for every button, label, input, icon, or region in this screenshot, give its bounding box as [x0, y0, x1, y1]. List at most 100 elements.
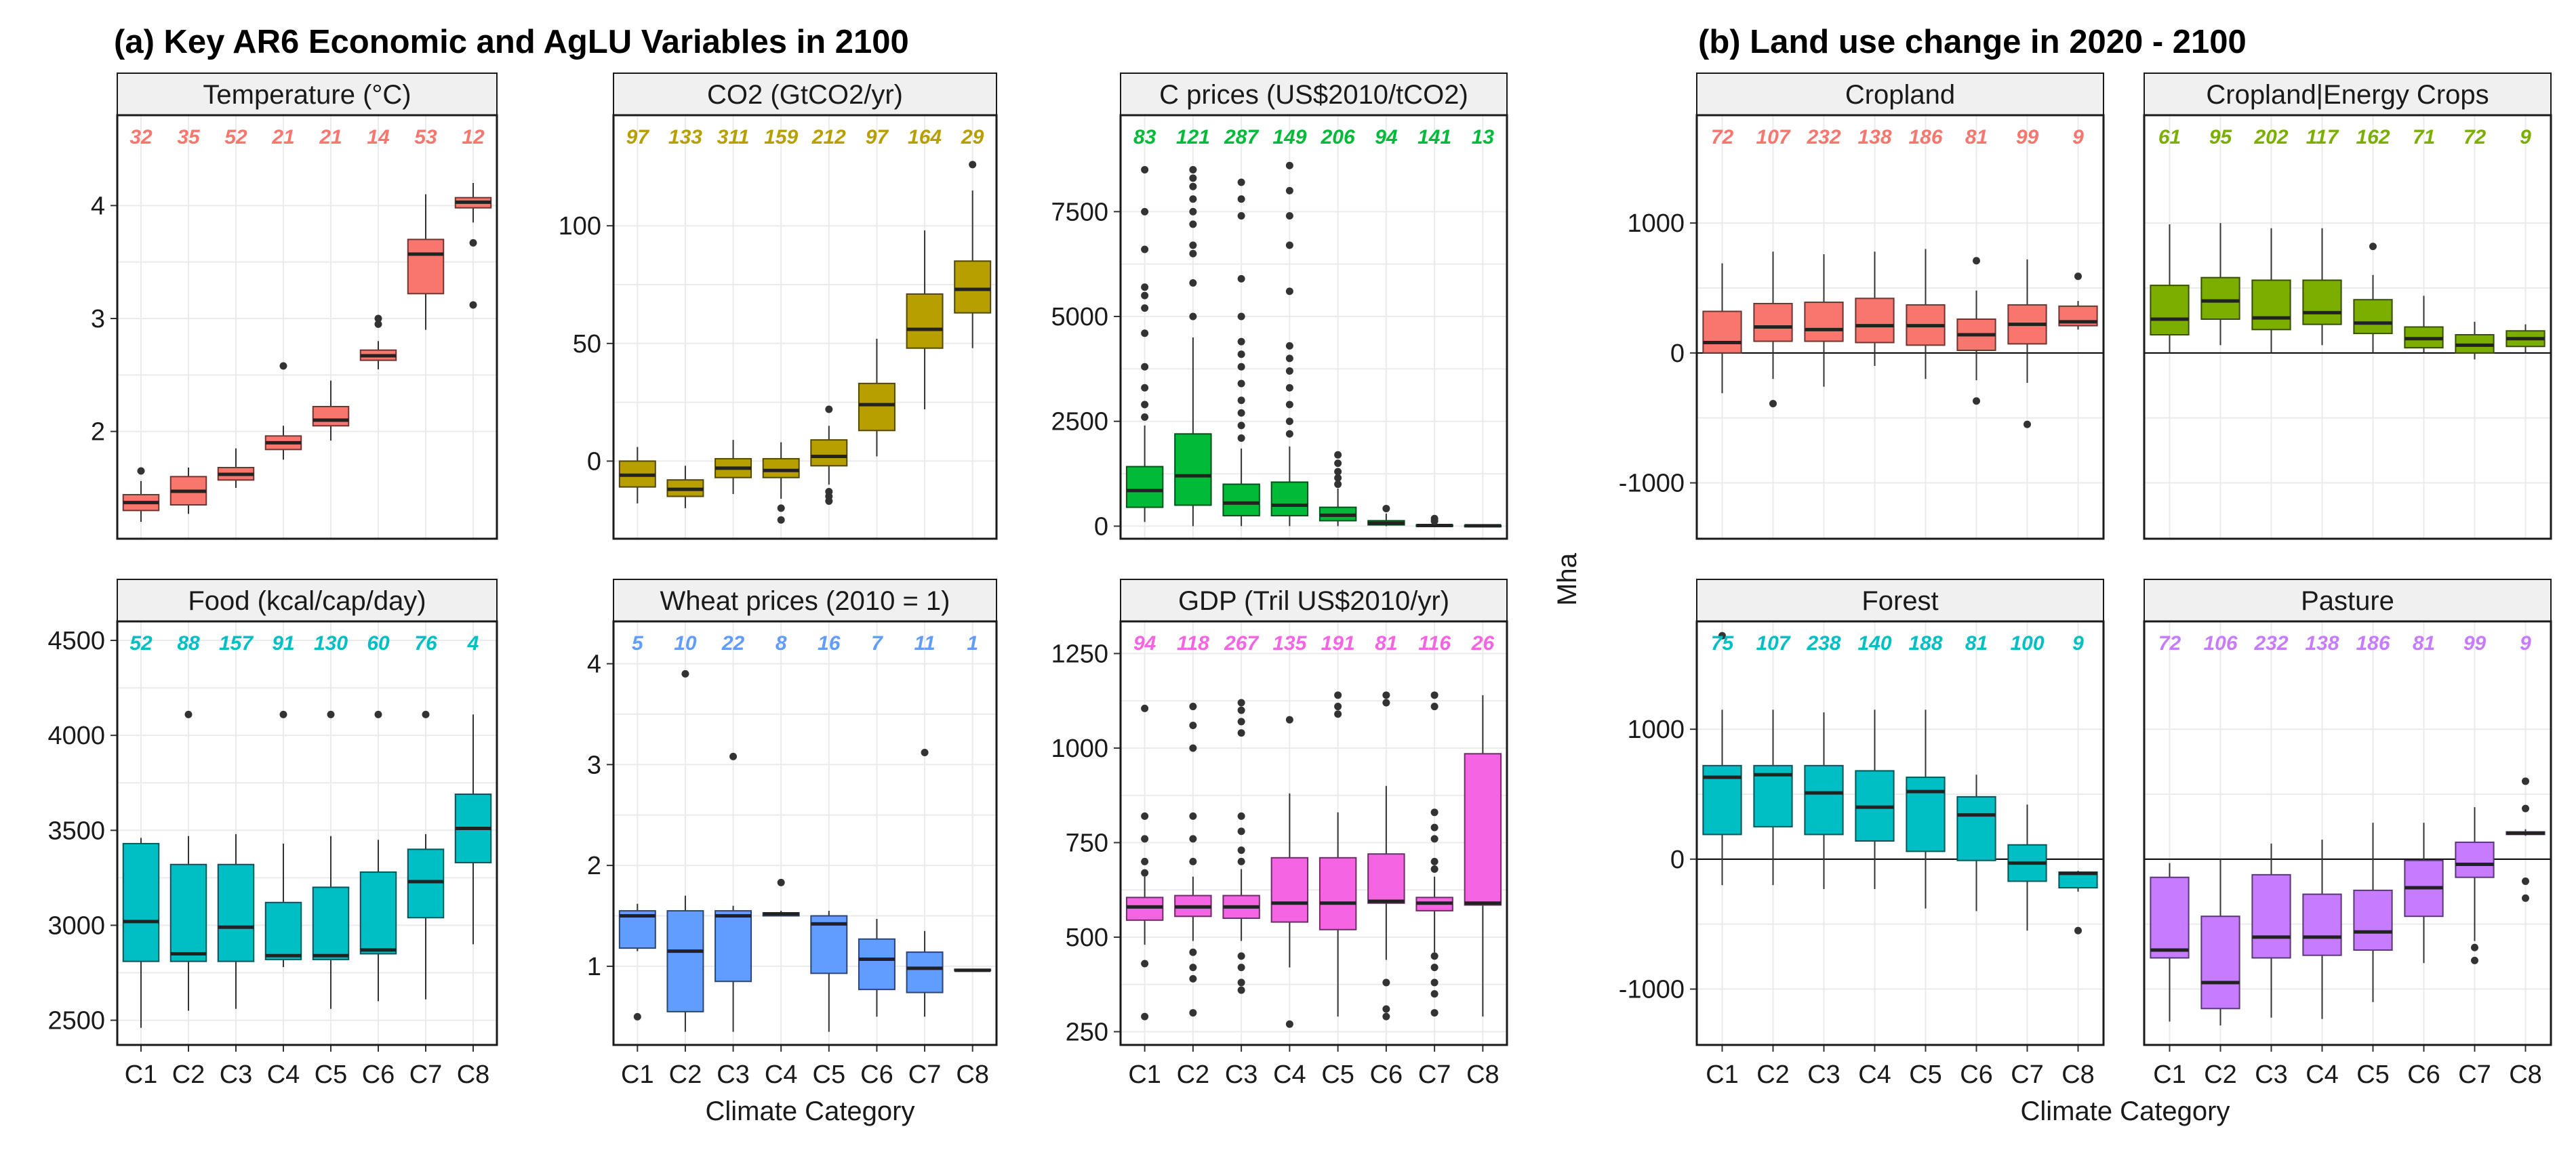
outlier-point [1285, 367, 1293, 375]
outlier-point [184, 710, 193, 718]
panel-border [1695, 620, 2105, 1046]
facet-strip-label: Food (kcal/cap/day) [188, 586, 426, 616]
count-label: 9 [2520, 632, 2531, 655]
box-C3 [1804, 254, 1844, 387]
outlier-point [777, 516, 785, 524]
box-C5 [1906, 249, 1946, 379]
box-iqr [359, 871, 397, 955]
panel-border [612, 114, 998, 540]
count-label: 29 [961, 126, 984, 148]
outlier-point [825, 497, 833, 505]
outlier-point [1141, 835, 1149, 843]
count-label: 12 [462, 126, 485, 148]
outlier-point [1285, 384, 1293, 392]
count-label: 1 [967, 632, 978, 655]
outlier-point [1430, 835, 1438, 843]
box-C6 [1956, 257, 1996, 405]
y-tick-label: 2 [91, 418, 105, 447]
outlier-point [681, 670, 689, 678]
outlier-point [2074, 272, 2082, 281]
x-tick-label: C5 [315, 1061, 348, 1089]
count-label: 21 [319, 126, 342, 148]
count-label: 81 [1375, 632, 1397, 655]
box-iqr [906, 951, 944, 993]
outlier-point [1237, 337, 1245, 346]
outlier-point [777, 878, 785, 886]
outlier-point [1430, 865, 1438, 873]
outlier-point [1237, 212, 1245, 220]
outlier-point [1973, 257, 1980, 265]
count-label: 100 [2010, 632, 2044, 655]
outlier-point [777, 504, 785, 512]
box-iqr [1174, 433, 1212, 506]
y-tick-label: 0 [1670, 340, 1685, 368]
box-C6 [1367, 691, 1405, 1021]
outlier-point [1285, 1020, 1293, 1028]
outlier-point [1237, 396, 1245, 405]
x-tick-label: C7 [908, 1061, 942, 1089]
outlier-point [1334, 459, 1342, 468]
count-label: 9 [2520, 126, 2531, 148]
outlier-point [1141, 413, 1149, 421]
box-C4 [264, 362, 302, 460]
count-label: 97 [866, 126, 889, 148]
box-iqr [1270, 857, 1309, 923]
panel-a-title: (a) Key AR6 Economic and AgLU Variables … [114, 24, 909, 60]
box-C8 [1464, 524, 1502, 528]
box-C2 [1174, 165, 1212, 527]
outlier-point [1141, 1012, 1149, 1021]
count-label: 140 [1857, 632, 1891, 655]
outlier-point [1430, 990, 1438, 998]
count-label: 83 [1133, 126, 1156, 148]
box-C5 [312, 380, 350, 440]
count-label: 11 [914, 632, 935, 655]
outlier-point [1237, 964, 1245, 972]
outlier-point [1285, 354, 1293, 363]
box-C1 [618, 903, 656, 1021]
box-iqr [1702, 310, 1742, 354]
outlier-point [1189, 207, 1197, 215]
outlier-point [1430, 703, 1438, 711]
y-tick-label: 0 [1670, 846, 1685, 874]
box-C8 [2505, 777, 2545, 902]
count-label: 107 [1756, 126, 1790, 148]
outlier-point [1382, 699, 1390, 707]
outlier-point [1141, 400, 1149, 409]
x-tick-label: C8 [1466, 1061, 1500, 1089]
outlier-point [1141, 165, 1149, 173]
count-label: 71 [2413, 126, 2435, 148]
box-C8 [954, 161, 992, 348]
outlier-point [1430, 823, 1438, 831]
outlier-point [1141, 329, 1149, 337]
box-C3 [217, 834, 255, 1009]
box-iqr [2251, 873, 2291, 959]
panel-border [612, 620, 998, 1046]
facet-strip-label: Cropland|Energy Crops [2206, 80, 2489, 110]
box-C3 [1222, 699, 1260, 994]
box-C6 [858, 338, 895, 457]
y-tick-label: 1000 [1627, 209, 1685, 238]
box-iqr [1855, 297, 1895, 344]
box-C5 [2353, 823, 2393, 1002]
y-tick-label: 3 [587, 751, 601, 779]
x-tick-label: C2 [172, 1061, 205, 1089]
y-tick-label: 5000 [1051, 303, 1108, 331]
outlier-point [1285, 417, 1293, 426]
count-label: 138 [2305, 632, 2339, 655]
box-iqr [1222, 483, 1260, 516]
x-tick-label: C1 [2153, 1061, 2186, 1089]
outlier-point [1285, 287, 1293, 295]
x-tick-label: C1 [125, 1061, 158, 1089]
outlier-point [1237, 718, 1245, 726]
box-C4 [1855, 251, 1895, 367]
outlier-point [1237, 350, 1245, 358]
box-C1 [1125, 165, 1164, 522]
y-tick-label: 7500 [1051, 198, 1108, 226]
facet-strip-label: Wheat prices (2010 = 1) [660, 586, 950, 616]
count-label: 107 [1756, 632, 1790, 655]
facet-10: Pasture 72 C1 106 C2 232 C3 138 C4 186 C5 81 C6 99 C7 9… [2143, 579, 2552, 1089]
outlier-point [1189, 948, 1197, 956]
outlier-point [1141, 363, 1149, 371]
outlier-point [279, 362, 287, 370]
outlier-point [2471, 943, 2478, 951]
